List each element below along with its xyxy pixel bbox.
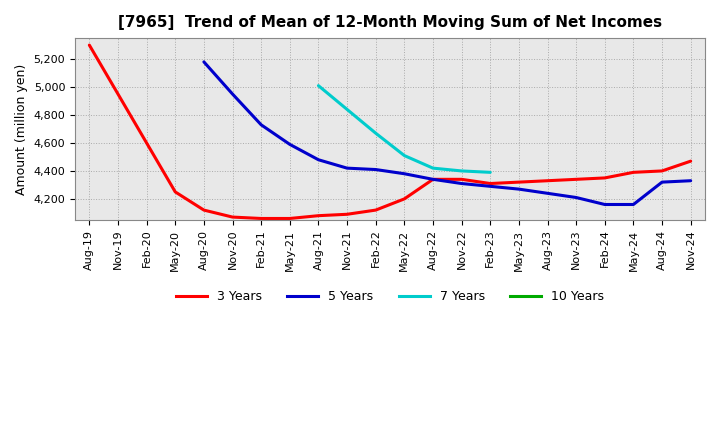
Title: [7965]  Trend of Mean of 12-Month Moving Sum of Net Incomes: [7965] Trend of Mean of 12-Month Moving … — [118, 15, 662, 30]
Y-axis label: Amount (million yen): Amount (million yen) — [15, 63, 28, 194]
Legend: 3 Years, 5 Years, 7 Years, 10 Years: 3 Years, 5 Years, 7 Years, 10 Years — [171, 285, 609, 308]
